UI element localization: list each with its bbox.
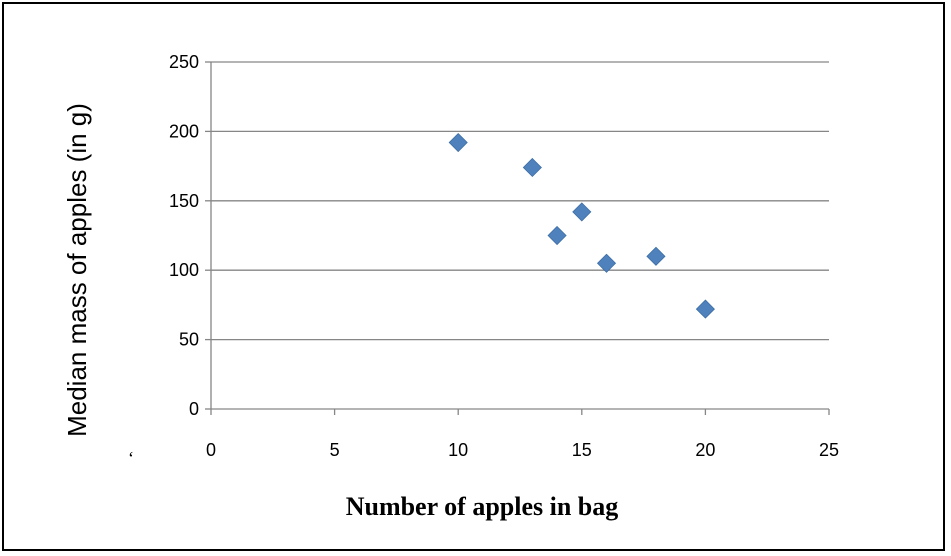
- y-tick-label-4: 200: [169, 121, 199, 141]
- data-point-0: [448, 132, 468, 153]
- data-point-2: [547, 225, 567, 246]
- data-point-4: [596, 253, 617, 273]
- data-point-1: [522, 157, 542, 178]
- x-tick-label-2: 10: [448, 440, 468, 460]
- axes: [205, 61, 830, 415]
- y-tick-labels: 0 50 100 150 200 250: [169, 52, 199, 419]
- x-tick-labels: 0 5 10 15 20 25: [206, 440, 839, 460]
- y-tick-label-0: 0: [189, 399, 199, 419]
- data-points: [448, 132, 715, 319]
- x-tick-label-4: 20: [695, 440, 715, 460]
- y-tick-label-3: 150: [169, 191, 199, 211]
- chart-frame: [2, 2, 945, 551]
- y-axis-label: Median mass of apples (in g): [62, 103, 92, 437]
- x-tick-label-0: 0: [206, 440, 216, 460]
- x-tick-label-3: 15: [572, 440, 592, 460]
- data-point-3: [572, 202, 592, 222]
- data-point-5: [646, 246, 666, 266]
- y-tick-label-5: 250: [169, 52, 199, 72]
- y-tick-label-1: 50: [179, 330, 199, 350]
- x-tick-label-1: 5: [330, 440, 340, 460]
- stray-mark: ‘: [128, 448, 134, 468]
- data-point-6: [695, 299, 715, 319]
- y-tick-label-2: 100: [169, 260, 199, 280]
- gridlines: [211, 61, 829, 341]
- x-tick-label-5: 25: [819, 440, 839, 460]
- x-axis-label: Number of apples in bag: [346, 492, 619, 521]
